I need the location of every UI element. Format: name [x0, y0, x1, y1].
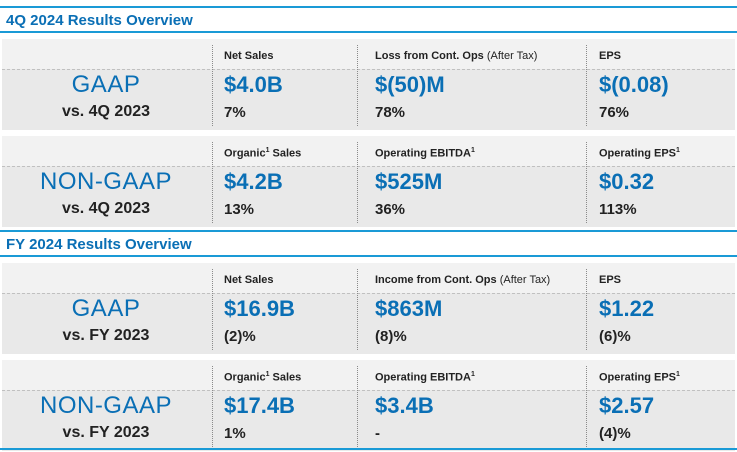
metric-label-text: Net Sales	[224, 50, 274, 62]
row-comparison: vs. FY 2023	[62, 327, 150, 344]
gaap-card: GAAP vs. 4Q 2023 Net Sales $4.0B 7% Loss…	[2, 39, 735, 130]
metric-value: $3.4B	[375, 393, 434, 418]
column-separator	[586, 366, 587, 447]
metric-value: $1.22	[599, 296, 655, 321]
metric-value: $4.0B	[224, 72, 283, 97]
footnote-marker: 1	[470, 371, 475, 378]
metric-label-text: EPS	[599, 50, 622, 62]
non-gaap-card: NON-GAAP vs. 4Q 2023 Organic1 Sales $4.2…	[2, 136, 735, 227]
metric-change: 76%	[599, 104, 630, 121]
metric-label-suffix: Sales	[269, 371, 302, 384]
metric-value: $525M	[375, 169, 443, 194]
card-header-band	[2, 263, 735, 293]
non-gaap-card: NON-GAAP vs. FY 2023 Organic1 Sales $17.…	[2, 360, 735, 451]
metric-value: $2.57	[599, 393, 655, 418]
metric-value: $0.32	[599, 169, 655, 194]
card-rule	[2, 166, 735, 167]
metric-label-text: Operating EBITDA	[375, 371, 471, 384]
column-separator	[212, 366, 213, 447]
footnote-marker: 1	[265, 147, 270, 154]
section-title: FY 2024 Results Overview	[0, 230, 737, 257]
metric-value: $(50)M	[375, 72, 445, 97]
column-separator	[357, 366, 358, 447]
card-header-band	[2, 360, 735, 390]
row-label: GAAP	[71, 295, 141, 322]
metric-change: (6)%	[599, 328, 631, 345]
metric-change: (2)%	[224, 328, 256, 345]
footnote-marker: 1	[676, 371, 680, 378]
column-separator	[212, 45, 213, 126]
section-4q-2024: 4Q 2024 Results Overview GAAP vs. 4Q 202…	[0, 6, 737, 227]
footnote-marker: 1	[470, 147, 475, 154]
metric-change: 7%	[224, 104, 246, 121]
metric-label: EPS	[599, 274, 621, 286]
metric-label-text: Income from Cont. Ops	[375, 274, 497, 286]
metric-change: 113%	[599, 201, 637, 218]
metric-label-text: Operating EPS	[599, 371, 677, 384]
metric-label: EPS	[599, 50, 621, 62]
metric-value: $(0.08)	[599, 72, 669, 97]
metric-label-text: Organic	[224, 147, 266, 160]
metric-label-text: Organic	[224, 371, 266, 384]
metric-value: $4.2B	[224, 169, 283, 194]
metric-change: (8)%	[375, 328, 407, 345]
metric-label-text: Loss from Cont. Ops	[375, 50, 484, 62]
column-separator	[586, 45, 587, 126]
metric-label: Net Sales	[224, 50, 274, 62]
metric-change: 1%	[224, 425, 246, 442]
metric-change: -	[375, 425, 380, 442]
row-label: NON-GAAP	[39, 168, 172, 195]
metric-value: $16.9B	[224, 296, 295, 321]
column-separator	[212, 142, 213, 223]
row-comparison: vs. 4Q 2023	[61, 200, 151, 217]
bottom-rule	[0, 448, 737, 450]
metric-value: $17.4B	[224, 393, 295, 418]
metric-label-suffix: Sales	[269, 147, 302, 160]
row-comparison: vs. FY 2023	[62, 424, 150, 441]
row-comparison: vs. 4Q 2023	[61, 103, 151, 120]
section-fy-2024: FY 2024 Results Overview GAAP vs. FY 202…	[0, 230, 737, 451]
gaap-card: GAAP vs. FY 2023 Net Sales $16.9B (2)% I…	[2, 263, 735, 354]
metric-change: (4)%	[599, 425, 631, 442]
metric-label: Organic1 Sales	[224, 147, 301, 160]
footnote-marker: 1	[676, 147, 680, 154]
card-rule	[2, 390, 735, 391]
metric-label-text: Net Sales	[224, 274, 274, 286]
metric-label: Loss from Cont. Ops (After Tax)	[375, 50, 537, 62]
card-rule	[2, 293, 735, 294]
metric-label: Operating EBITDA1	[375, 371, 475, 384]
card-header-band	[2, 39, 735, 69]
card-header-band	[2, 136, 735, 166]
row-label: NON-GAAP	[39, 392, 172, 419]
column-separator	[357, 45, 358, 126]
section-title: 4Q 2024 Results Overview	[0, 6, 737, 33]
column-separator	[357, 269, 358, 350]
metric-label-text: Operating EPS	[599, 147, 677, 160]
metric-label-note: (After Tax)	[486, 50, 538, 62]
column-separator	[586, 269, 587, 350]
metric-label-text: Operating EBITDA	[375, 147, 471, 160]
metric-label: Income from Cont. Ops (After Tax)	[375, 274, 550, 286]
column-separator	[212, 269, 213, 350]
metric-label: Operating EPS1	[599, 371, 680, 384]
metric-change: 78%	[375, 104, 406, 121]
metric-label: Operating EBITDA1	[375, 147, 475, 160]
column-separator	[586, 142, 587, 223]
column-separator	[357, 142, 358, 223]
row-label: GAAP	[71, 71, 141, 98]
card-rule	[2, 69, 735, 70]
metric-value: $863M	[375, 296, 443, 321]
metric-label-note: (After Tax)	[499, 274, 551, 286]
metric-change: 36%	[375, 201, 406, 218]
metric-label-text: EPS	[599, 274, 622, 286]
footnote-marker: 1	[265, 371, 270, 378]
metric-change: 13%	[224, 201, 255, 218]
metric-label: Operating EPS1	[599, 147, 680, 160]
metric-label: Organic1 Sales	[224, 371, 301, 384]
metric-label: Net Sales	[224, 274, 274, 286]
